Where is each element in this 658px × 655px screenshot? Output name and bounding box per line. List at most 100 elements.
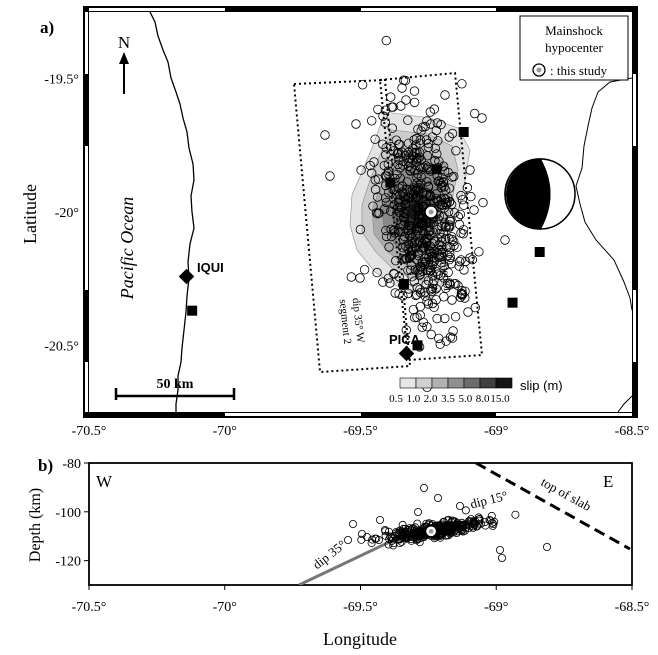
epicenter-marker [438,176,448,187]
epicenter-marker [370,134,380,145]
hypocenter-marker [348,520,357,529]
epicenter-marker [320,130,330,140]
epicenter-marker [398,75,409,85]
epicenter-marker [373,104,383,115]
hypocenter-marker [464,521,473,530]
epicenter-marker [380,204,390,214]
epicenter-marker [457,79,467,89]
epicenter-marker [403,265,413,276]
hypocenter-marker [450,517,459,526]
epicenter-marker [403,138,414,149]
cross-x-tick-label: -69.5° [343,600,378,615]
cross-section-axes: -70.5° -70° -69.5° -69° -68.5° -80 -100 -120 [55,457,649,615]
epicenter-marker [447,231,457,242]
epicenter-marker [458,225,469,235]
epicenter-marker [386,224,396,235]
epicenter-marker [444,220,455,230]
epicenter-marker [431,295,441,305]
epicenter-marker [368,201,378,211]
hypocenter-marker [380,526,389,535]
epicenter-marker [397,202,407,213]
epicenter-marker [432,313,442,324]
epicenter-marker [351,119,361,129]
epicenter-marker [425,190,435,200]
epicenter-marker [455,292,466,303]
epicenter-marker [453,211,464,222]
epicenter-marker [386,206,396,216]
epicenter-marker [447,333,458,343]
map-x-tick-label: -68.5° [615,424,650,439]
epicenter-marker [405,166,416,176]
epicenter-marker [411,290,421,301]
hypocenter-marker [397,533,406,542]
ocean-label: Pacific Ocean [117,197,137,300]
station-square [534,247,545,257]
station-square [412,340,423,351]
cross-y-tick-label: -80 [62,457,81,472]
station-square [187,305,198,316]
segment-2-dip: dip 35° W [350,297,367,344]
slab-top-line [475,463,631,551]
segment-1-outline [378,71,484,362]
epicenter-marker [420,121,430,132]
segment-1-labels: segment 1 dip 15° W [424,247,454,295]
epicenter-marker [416,178,426,189]
epicenter-marker [380,105,391,116]
hypocenter-marker [450,526,459,535]
epicenter-marker [462,182,473,193]
epicenter-marker [406,265,416,275]
epicenter-marker [431,125,442,136]
epicenter-marker [369,157,379,167]
epicenter-marker [449,236,459,247]
map-axes: -70.5° -70° -69.5° -69° -68.5° -19.5° -20° -20.… [44,73,649,439]
epicenter-marker [435,339,445,349]
epicenter-marker [325,171,335,181]
epicenter-marker [477,113,487,123]
epicenter-marker [356,165,366,175]
epicenter-marker [381,197,392,208]
epicenter-marker [449,240,459,251]
epicenter-marker [433,136,443,146]
epicenter-marker [440,90,450,100]
hypocenter-marker [389,534,398,543]
epicenter-marker [467,255,478,265]
epicenter-marker [434,333,444,344]
epicenter-marker [445,196,455,207]
epicenter-marker [372,267,382,278]
epicenter-marker [500,235,510,245]
epicenter-marker [442,250,453,261]
epicenter-marker [412,312,422,322]
epicenter-marker [439,177,449,188]
map-x-tick-label: -69° [484,424,508,439]
epicenter-marker [413,194,423,204]
epicenter-marker [404,161,414,172]
epicenter-marker [466,191,476,202]
colorbar-tick-label: 8.0 [476,393,490,405]
epicenter-marker [474,247,484,257]
epicenter-marker [398,156,408,167]
epicenter-marker [398,160,408,170]
hypocenter-marker [407,532,416,541]
hypocenter-marker [455,521,464,530]
epicenter-marker [444,132,454,142]
epicenter-marker [392,189,402,200]
focal-mechanism-beachball [504,158,576,230]
segment-1-name: segment 1 [437,247,454,293]
epicenter-marker [426,285,436,295]
epicenter-marker [437,173,447,183]
cross-x-tick-label: -68.5° [615,600,650,615]
epicenter-marker [419,228,430,239]
epicenter-marker [423,142,434,153]
aftershock-hypocenters [343,483,552,563]
epicenter-marker [404,247,415,257]
epicenter-marker [432,118,443,128]
epicenter-marker [433,214,443,224]
epicenter-marker [422,322,432,332]
hypocenter-marker [389,541,398,550]
colorbar-swatch [415,377,433,389]
epicenter-marker [381,193,391,203]
epicenter-marker [432,149,442,159]
map-y-tick-label: -20° [55,206,79,221]
hypocenter-marker [411,530,420,539]
epicenter-marker [396,219,406,229]
